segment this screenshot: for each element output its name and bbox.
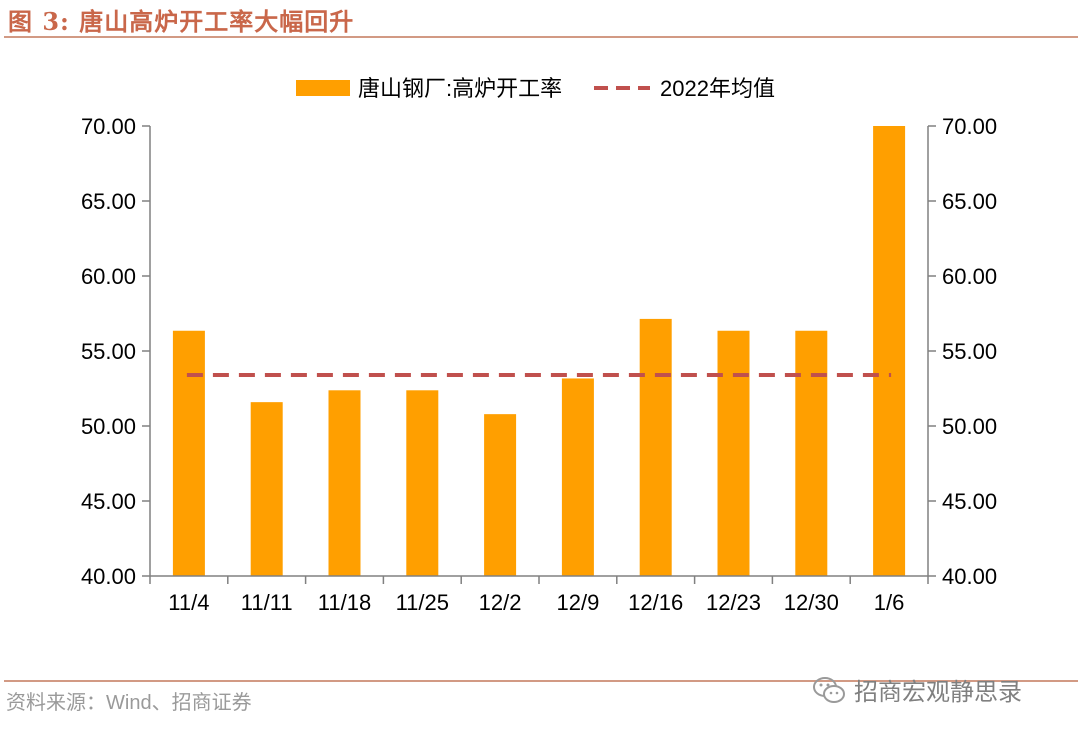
right-y-tick-label: 50.00 [942,414,997,439]
left-y-tick-label: 55.00 [81,339,136,364]
bar-12-30 [795,330,828,576]
bar-12-23 [717,330,750,576]
bar-11-11 [250,402,283,576]
legend-bar-swatch [296,80,350,96]
left-y-tick-label: 45.00 [81,489,136,514]
chart-legend: 唐山钢厂:高炉开工率 2022年均值 [296,76,775,101]
figure-title: 图 3: 唐山高炉开工率大幅回升 [8,7,355,36]
bar-11-25 [406,390,439,576]
x-tick-label: 12/2 [479,590,522,615]
x-tick-label: 11/25 [396,590,449,615]
footer-divider [4,680,1078,682]
left-y-tick-label: 70.00 [81,114,136,139]
watermark: 招商宏观静思录 [812,672,1022,707]
right-y-tick-label: 70.00 [942,114,997,139]
watermark-text: 招商宏观静思录 [854,679,1022,706]
chart-axes: 40.00 40.00 45.00 45.00 50.00 50.00 55.00 55.00… [81,114,997,615]
bar-12-2 [484,414,517,576]
x-tick-label: 11/11 [241,590,293,615]
left-y-tick-label: 50.00 [81,414,136,439]
x-tick-label: 12/30 [784,590,839,615]
x-tick-label: 1/6 [874,590,905,615]
bar-11-18 [328,390,361,576]
bar-chart: 唐山钢厂:高炉开工率 2022年均值 40.00 40.00 45.00 45.00 50… [81,76,997,615]
bar-series [172,126,906,576]
left-y-tick-label: 65.00 [81,189,136,214]
title-divider [4,36,1078,38]
bar-11-4 [172,330,205,576]
right-y-tick-label: 40.00 [942,564,997,589]
right-y-tick-label: 60.00 [942,264,997,289]
right-y-tick-label: 55.00 [942,339,997,364]
x-tick-label: 12/9 [556,590,599,615]
legend-bar-label: 唐山钢厂:高炉开工率 [358,76,562,101]
bar-12-9 [561,378,594,576]
left-y-tick-label: 60.00 [81,264,136,289]
left-y-tick-label: 40.00 [81,564,136,589]
source-note: 资料来源：Wind、招商证券 [6,692,252,714]
x-tick-label: 11/4 [168,590,209,615]
x-tick-label: 12/16 [628,590,683,615]
wechat-icon [813,676,845,703]
right-y-tick-label: 45.00 [942,489,997,514]
x-tick-label: 11/18 [318,590,371,615]
bar-12-16 [639,318,672,576]
right-y-tick-label: 65.00 [942,189,997,214]
legend-line-label: 2022年均值 [660,76,775,101]
bar-1-6 [873,126,906,576]
x-tick-label: 12/23 [706,590,761,615]
